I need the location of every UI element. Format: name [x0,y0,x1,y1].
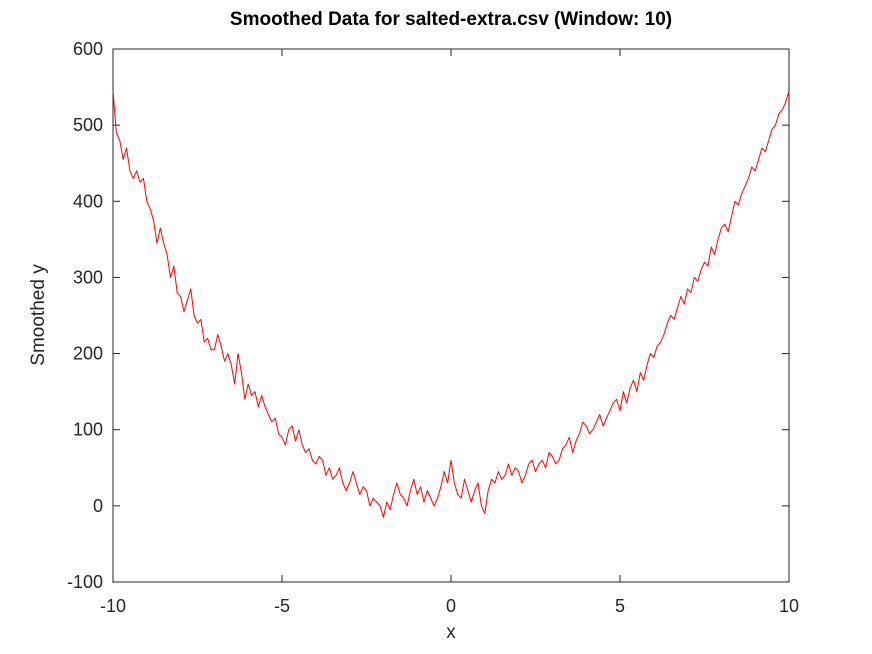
x-axis-label: x [446,622,456,643]
y-tick-label: 300 [73,267,103,287]
x-tick-label: -10 [100,596,126,616]
x-tick-label: 10 [779,596,799,616]
y-tick-label: 500 [73,115,103,135]
y-tick-label: 400 [73,191,103,211]
axis-tick-labels: -10 -5 0 5 10 -100 0 100 200 300 400 500 600 [67,39,799,616]
x-tick-label: 5 [615,596,625,616]
data-line [112,90,790,518]
y-tick-label: 600 [73,39,103,59]
y-tick-label: 100 [73,420,103,440]
chart-title: Smoothed Data for salted-extra.csv (Wind… [230,9,672,30]
axis-ticks [112,48,790,583]
plot-area [112,48,790,583]
x-tick-label: -5 [274,596,290,616]
x-tick-label: 0 [446,596,456,616]
y-tick-label: 200 [73,344,103,364]
y-tick-label: -100 [67,572,103,592]
y-axis-label: Smoothed y [28,264,49,366]
y-tick-label: 0 [93,496,103,516]
